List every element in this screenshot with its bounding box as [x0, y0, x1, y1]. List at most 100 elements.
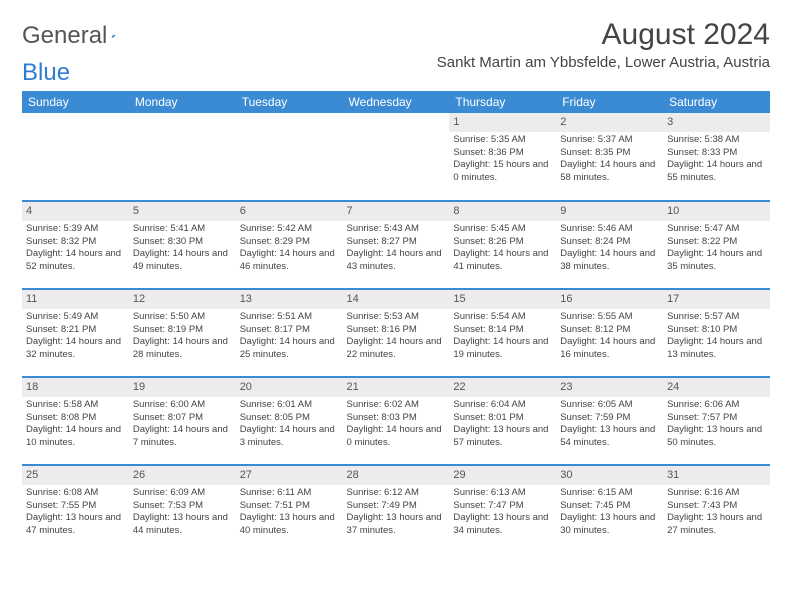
day-details: Sunrise: 6:05 AMSunset: 7:59 PMDaylight:… — [560, 399, 659, 450]
calendar-cell: 18Sunrise: 5:58 AMSunset: 8:08 PMDayligh… — [22, 377, 129, 465]
daylight-text: Daylight: 15 hours and 0 minutes. — [453, 159, 552, 185]
calendar-cell: 13 Sunrise: 5:51 AMSunset: 8:17 PMDayligh… — [236, 289, 343, 377]
daylight-text: Daylight: 13 hours and 34 minutes. — [453, 512, 552, 538]
daylight-text: Daylight: 14 hours and 52 minutes. — [26, 248, 125, 274]
day-details: Sunrise: 6:11 AMSunset: 7:51 PMDaylight:… — [240, 487, 339, 538]
calendar-cell: 5Sunrise: 5:41 AMSunset: 8:30 PMDaylight… — [129, 201, 236, 289]
day-number: 25 — [22, 466, 129, 485]
daylight-text: Daylight: 14 hours and 13 minutes. — [667, 336, 766, 362]
calendar-cell: 4 Sunrise: 5:39 AMSunset: 8:32 PMDaylight… — [22, 201, 129, 289]
calendar-cell — [22, 113, 129, 201]
day-details: Sunrise: 5:57 AMSunset: 8:10 PMDaylight:… — [667, 311, 766, 362]
calendar-cell: 21Sunrise: 6:02 AMSunset: 8:03 PMDayligh… — [343, 377, 450, 465]
calendar-cell — [236, 113, 343, 201]
sunset-text: Sunset: 7:45 PM — [560, 500, 659, 513]
sunset-text: Sunset: 8:35 PM — [560, 147, 659, 160]
weekday-header: Tuesday — [236, 91, 343, 113]
daylight-text: Daylight: 14 hours and 0 minutes. — [347, 424, 446, 450]
calendar-cell: 29Sunrise: 6:13 AMSunset: 7:47 PMDayligh… — [449, 465, 556, 553]
daylight-text: Daylight: 13 hours and 57 minutes. — [453, 424, 552, 450]
day-number: 23 — [556, 378, 663, 397]
day-details: Sunrise: 6:01 AMSunset: 8:05 PMDaylight:… — [240, 399, 339, 450]
sunrise-text: Sunrise: 6:04 AM — [453, 399, 552, 412]
calendar-cell: 19Sunrise: 6:00 AMSunset: 8:07 PMDayligh… — [129, 377, 236, 465]
day-details: Sunrise: 5:51 AMSunset: 8:17 PMDaylight:… — [240, 311, 339, 362]
sunset-text: Sunset: 8:33 PM — [667, 147, 766, 160]
sunset-text: Sunset: 8:19 PM — [133, 324, 232, 337]
day-details: Sunrise: 5:55 AMSunset: 8:12 PMDaylight:… — [560, 311, 659, 362]
weekday-header: Thursday — [449, 91, 556, 113]
day-number: 16 — [556, 290, 663, 309]
day-number: 4 — [22, 202, 129, 221]
sunrise-text: Sunrise: 5:35 AM — [453, 134, 552, 147]
day-number: 1 — [449, 113, 556, 132]
sunrise-text: Sunrise: 5:45 AM — [453, 223, 552, 236]
day-number: 13 — [236, 290, 343, 309]
calendar-table: SundayMondayTuesdayWednesdayThursdayFrid… — [22, 91, 770, 553]
sunset-text: Sunset: 7:53 PM — [133, 500, 232, 513]
day-number: 15 — [449, 290, 556, 309]
month-title: August 2024 — [437, 18, 770, 52]
sunset-text: Sunset: 8:17 PM — [240, 324, 339, 337]
daylight-text: Daylight: 14 hours and 22 minutes. — [347, 336, 446, 362]
calendar-cell: 12Sunrise: 5:50 AMSunset: 8:19 PMDayligh… — [129, 289, 236, 377]
sunset-text: Sunset: 8:08 PM — [26, 412, 125, 425]
sunrise-text: Sunrise: 6:09 AM — [133, 487, 232, 500]
calendar-cell: 10 Sunrise: 5:47 AMSunset: 8:22 PMDayligh… — [663, 201, 770, 289]
location: Sankt Martin am Ybbsfelde, Lower Austria… — [437, 54, 770, 71]
day-details: Sunrise: 5:47 AMSunset: 8:22 PMDaylight:… — [667, 223, 766, 274]
calendar-cell: 22Sunrise: 6:04 AMSunset: 8:01 PMDayligh… — [449, 377, 556, 465]
daylight-text: Daylight: 14 hours and 41 minutes. — [453, 248, 552, 274]
sunset-text: Sunset: 8:24 PM — [560, 236, 659, 249]
day-details: Sunrise: 5:39 AMSunset: 8:32 PMDaylight:… — [26, 223, 125, 274]
daylight-text: Daylight: 13 hours and 47 minutes. — [26, 512, 125, 538]
calendar-cell: 27Sunrise: 6:11 AMSunset: 7:51 PMDayligh… — [236, 465, 343, 553]
sunset-text: Sunset: 7:43 PM — [667, 500, 766, 513]
day-details: Sunrise: 6:15 AMSunset: 7:45 PMDaylight:… — [560, 487, 659, 538]
calendar-cell: 23 Sunrise: 6:05 AMSunset: 7:59 PMDayligh… — [556, 377, 663, 465]
sunrise-text: Sunrise: 5:42 AM — [240, 223, 339, 236]
day-details: Sunrise: 5:35 AMSunset: 8:36 PMDaylight:… — [453, 134, 552, 185]
calendar-body: 1Sunrise: 5:35 AMSunset: 8:36 PMDaylight… — [22, 113, 770, 553]
sunset-text: Sunset: 8:14 PM — [453, 324, 552, 337]
sunset-text: Sunset: 8:26 PM — [453, 236, 552, 249]
day-details: Sunrise: 6:00 AMSunset: 8:07 PMDaylight:… — [133, 399, 232, 450]
daylight-text: Daylight: 14 hours and 49 minutes. — [133, 248, 232, 274]
weekday-header: Wednesday — [343, 91, 450, 113]
day-number: 7 — [343, 202, 450, 221]
sunrise-text: Sunrise: 5:53 AM — [347, 311, 446, 324]
sunset-text: Sunset: 8:36 PM — [453, 147, 552, 160]
sunset-text: Sunset: 8:12 PM — [560, 324, 659, 337]
day-details: Sunrise: 5:49 AMSunset: 8:21 PMDaylight:… — [26, 311, 125, 362]
sunrise-text: Sunrise: 6:01 AM — [240, 399, 339, 412]
day-number: 20 — [236, 378, 343, 397]
daylight-text: Daylight: 14 hours and 32 minutes. — [26, 336, 125, 362]
sunset-text: Sunset: 8:01 PM — [453, 412, 552, 425]
daylight-text: Daylight: 13 hours and 40 minutes. — [240, 512, 339, 538]
sunrise-text: Sunrise: 5:51 AM — [240, 311, 339, 324]
sunrise-text: Sunrise: 5:46 AM — [560, 223, 659, 236]
daylight-text: Daylight: 14 hours and 35 minutes. — [667, 248, 766, 274]
sunset-text: Sunset: 7:47 PM — [453, 500, 552, 513]
day-number: 24 — [663, 378, 770, 397]
day-number: 6 — [236, 202, 343, 221]
sunrise-text: Sunrise: 6:05 AM — [560, 399, 659, 412]
sunrise-text: Sunrise: 5:55 AM — [560, 311, 659, 324]
sunset-text: Sunset: 7:55 PM — [26, 500, 125, 513]
sunset-text: Sunset: 7:49 PM — [347, 500, 446, 513]
logo-sail-icon — [111, 25, 116, 47]
day-details: Sunrise: 5:41 AMSunset: 8:30 PMDaylight:… — [133, 223, 232, 274]
day-details: Sunrise: 5:42 AMSunset: 8:29 PMDaylight:… — [240, 223, 339, 274]
sunset-text: Sunset: 8:05 PM — [240, 412, 339, 425]
day-number: 10 — [663, 202, 770, 221]
calendar-cell — [129, 113, 236, 201]
weekday-header: Friday — [556, 91, 663, 113]
logo-text-general: General — [22, 22, 107, 50]
sunset-text: Sunset: 8:27 PM — [347, 236, 446, 249]
day-details: Sunrise: 6:13 AMSunset: 7:47 PMDaylight:… — [453, 487, 552, 538]
day-number: 28 — [343, 466, 450, 485]
calendar-cell: 30Sunrise: 6:15 AMSunset: 7:45 PMDayligh… — [556, 465, 663, 553]
day-number: 12 — [129, 290, 236, 309]
logo-text-blue: Blue — [22, 59, 70, 87]
sunrise-text: Sunrise: 6:16 AM — [667, 487, 766, 500]
